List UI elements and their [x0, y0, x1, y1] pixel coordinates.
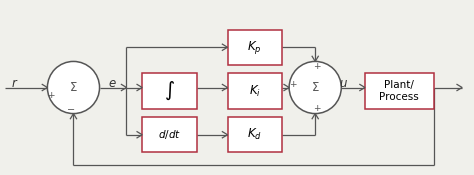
Text: $\Sigma$: $\Sigma$ [69, 81, 78, 94]
Text: +: + [313, 104, 320, 113]
Text: $u$: $u$ [339, 77, 348, 90]
Text: +: + [313, 62, 320, 71]
Text: $K_i$: $K_i$ [249, 83, 261, 99]
Ellipse shape [47, 61, 100, 114]
Text: Plant/
Process: Plant/ Process [380, 80, 419, 102]
FancyBboxPatch shape [228, 74, 282, 108]
FancyBboxPatch shape [142, 117, 197, 152]
Text: $r$: $r$ [10, 77, 18, 90]
Text: $\int$: $\int$ [164, 80, 175, 102]
Text: +: + [47, 91, 55, 100]
Text: $K_p$: $K_p$ [247, 39, 262, 56]
Text: $\Sigma$: $\Sigma$ [311, 81, 319, 94]
Text: $e$: $e$ [108, 77, 117, 90]
FancyBboxPatch shape [142, 74, 197, 108]
FancyBboxPatch shape [228, 117, 282, 152]
FancyBboxPatch shape [365, 74, 434, 108]
Text: −: − [67, 105, 75, 115]
Text: +: + [289, 80, 297, 89]
Text: $d/dt$: $d/dt$ [158, 128, 181, 141]
Text: $K_d$: $K_d$ [247, 127, 262, 142]
Ellipse shape [289, 61, 341, 114]
FancyBboxPatch shape [228, 30, 282, 65]
